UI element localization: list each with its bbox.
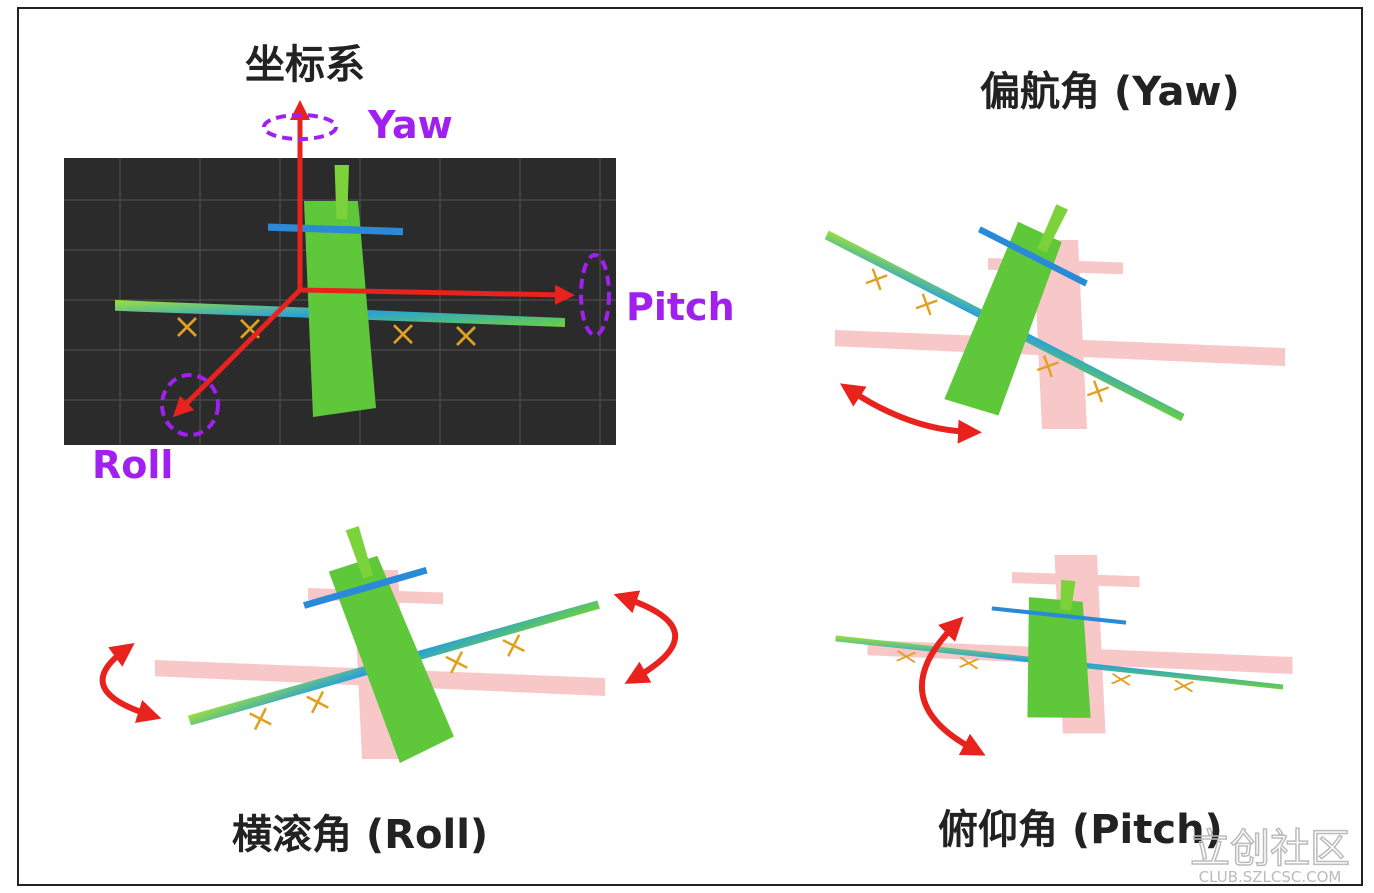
watermark-url: CLUB.SZLCSC.COM: [1199, 868, 1342, 886]
coord-title: 坐标系: [245, 42, 365, 88]
roll-arrow-right: [613, 590, 679, 684]
roll-caption: 横滚角 (Roll): [232, 812, 488, 858]
roll-arrow-left: [99, 642, 162, 723]
yaw-arrow: [840, 383, 982, 444]
yaw-label: Yaw: [367, 103, 453, 147]
rotation-rings: [160, 113, 611, 437]
pitch-caption: 俯仰角 (Pitch): [938, 807, 1223, 853]
yaw-plane: [783, 120, 1244, 495]
pitch-arrow: [918, 616, 986, 756]
roll-label: Roll: [92, 443, 173, 487]
frame: [17, 7, 1363, 886]
pitch-label: Pitch: [626, 285, 735, 329]
watermark-name: 立创社区: [1190, 826, 1350, 872]
roll-plane: [147, 461, 628, 823]
yaw-caption: 偏航角 (Yaw): [980, 69, 1240, 115]
